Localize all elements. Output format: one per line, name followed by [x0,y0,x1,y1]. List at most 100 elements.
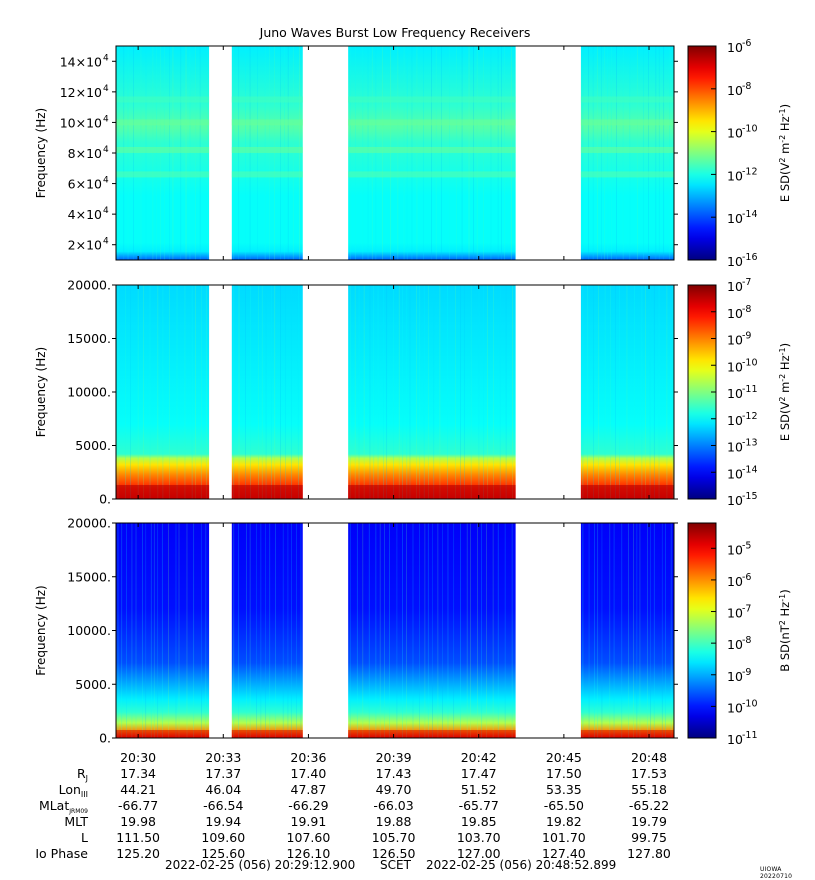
y-tick-label: 5000. [75,438,111,453]
colorbar-tick-exponent: -6 [742,38,751,49]
low-frequency-band [348,485,516,499]
y-tick-label: 4×10 [68,207,102,222]
emission-band [580,119,674,126]
colorbar-tick-label: 10 [727,637,743,652]
colorbar-tick-label: 10 [727,254,743,269]
spectrogram-segment [580,523,674,738]
spectrogram-segment [580,285,674,499]
colorbar-tick-label: 10 [727,606,743,621]
colorbar-tick-exponent: -5 [742,540,751,551]
y-tick-exponent: 4 [103,53,109,63]
emission-band [231,146,303,153]
emission-band [348,119,516,126]
y-tick-exponent: 4 [103,84,109,94]
spectrogram-segment [116,46,210,260]
y-axis-label: Frequency (Hz) [34,108,48,199]
colorbar-tick-label: 10 [727,83,743,98]
colorbar-tick-exponent: -12 [742,411,758,422]
y-tick-label: 2×10 [68,238,102,253]
emission-band [116,146,210,153]
colorbar-tick-label: 10 [727,574,743,589]
colorbar-label: E SD(V2 m-2 Hz-1) [778,104,793,202]
colorbar-tick-exponent: -12 [742,166,758,177]
colorbar-tick-label: 10 [727,333,743,348]
colorbar-tick-label: 10 [727,732,743,747]
low-frequency-band [580,485,674,499]
low-frequency-band [580,730,674,738]
colorbar-tick-exponent: -11 [742,730,758,741]
y-tick-label: 15000. [67,331,111,346]
chart-title: Juno Waves Burst Low Frequency Receivers [259,25,531,40]
emission-band [116,171,210,178]
x-tick-label: 20:42 [461,750,497,765]
y-tick-exponent: 4 [103,114,109,124]
emission-band [580,96,674,103]
colorbar-tick-exponent: -10 [742,698,758,709]
spectrogram-segment [116,285,210,499]
footer-start-time: 2022-02-25 (056) 20:29:12.900 [165,858,356,872]
low-frequency-band [116,730,210,738]
colorbar-tick-exponent: -16 [742,252,758,263]
y-axis-label: Frequency (Hz) [34,347,48,438]
spectrogram-segment [231,46,303,260]
colorbar [688,523,716,738]
colorbar-label: B SD(nT2 Hz-1) [778,589,793,671]
y-tick-exponent: 4 [103,206,109,216]
y-tick-label: 6×10 [68,177,102,192]
low-frequency-band [231,730,303,738]
emission-band [231,119,303,126]
colorbar-tick-label: 10 [727,386,743,401]
colorbar [688,46,716,260]
x-tick-label: 20:45 [546,750,582,765]
y-tick-label: 0. [99,731,111,746]
colorbar-tick-label: 10 [727,669,743,684]
colorbar-tick-exponent: -7 [742,604,751,615]
panel-3: 0. 5000. 10000. 15000. 20000. Frequency (Hz) 1… [34,516,792,748]
x-tick-label: 20:30 [120,750,156,765]
y-tick-label: 10×10 [60,115,102,130]
colorbar-tick-label: 10 [727,306,743,321]
colorbar-frame [687,45,717,261]
colorbar-tick-label: 10 [727,279,743,294]
y-tick-label: 10000. [67,623,111,638]
y-tick-exponent: 4 [103,176,109,186]
footer-scet-label: SCET [380,858,411,872]
colorbar-tick-exponent: -9 [742,331,751,342]
version-stamp: UIOWA 20220710 [760,866,793,880]
colorbar-tick-label: 10 [727,168,743,183]
colorbar-tick-exponent: -7 [742,277,751,288]
low-frequency-band [231,485,303,499]
y-tick-label: 14×10 [60,54,102,69]
colorbar-tick-label: 10 [727,440,743,455]
y-tick-label: 8×10 [68,146,102,161]
colorbar-tick-label: 10 [727,466,743,481]
colorbar-tick-exponent: -13 [742,438,758,449]
colorbar-tick-exponent: -9 [742,667,751,678]
emission-band [231,96,303,103]
spectrogram-segment [348,523,516,738]
colorbar-tick-exponent: -6 [742,572,751,583]
colorbar-tick-label: 10 [727,126,743,141]
emission-band [116,119,210,126]
spectrogram-segment [348,285,516,499]
emission-band [348,171,516,178]
colorbar-tick-label: 10 [727,542,743,557]
colorbar-tick-exponent: -10 [742,357,758,368]
spectrogram-segment [580,46,674,260]
y-tick-label: 15000. [67,569,111,584]
emission-band [348,96,516,103]
panel-1: 2×10 44×10 46×10 48×10 410×10 412×10 414×10 4Fr… [34,38,792,269]
colorbar-tick-label: 10 [727,413,743,428]
colorbar-tick-label: 10 [727,700,743,715]
colorbar-tick-exponent: -14 [742,464,758,475]
colorbar-tick-label: 10 [727,493,743,508]
colorbar-tick-exponent: -8 [742,304,751,315]
spectrogram-segment [231,523,303,738]
emission-band [580,146,674,153]
colorbar-tick-exponent: -11 [742,384,758,395]
x-tick-label: 20:36 [290,750,326,765]
y-tick-label: 20000. [67,516,111,531]
y-tick-label: 12×10 [60,85,102,100]
low-frequency-band [116,485,210,499]
x-tick-label: 20:33 [205,750,241,765]
